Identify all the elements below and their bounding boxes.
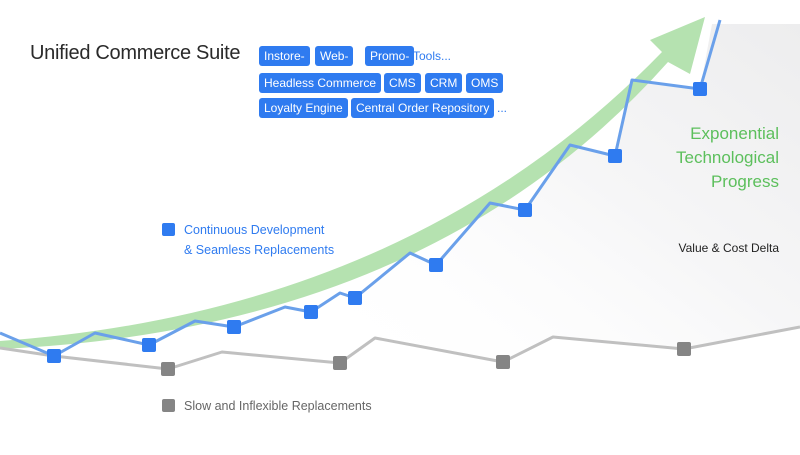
blue-marker	[227, 320, 241, 334]
tag-cms: CMS	[384, 73, 421, 93]
value-cost-delta-area	[340, 24, 800, 363]
slow-markers	[161, 342, 691, 376]
tag-crm: CRM	[425, 73, 463, 93]
grey-legend-swatch	[162, 399, 175, 412]
ellipsis-more-text: ...	[497, 101, 508, 115]
legend-continuous-line1: Continuous Development	[184, 223, 325, 237]
blue-marker	[348, 291, 362, 305]
tag-oms: OMS	[466, 73, 504, 93]
legend-continuous-line2: & Seamless Replacements	[184, 243, 335, 257]
tools-more-text: Tools...	[413, 49, 452, 63]
tag-headless-commerce: Headless Commerce	[259, 73, 382, 93]
legend-slow: Slow and Inflexible Replacements	[184, 399, 372, 413]
blue-marker	[47, 349, 61, 363]
blue-marker	[304, 305, 318, 319]
grey-marker	[496, 355, 510, 369]
tag-instore: Instore-	[259, 46, 310, 66]
blue-marker	[693, 82, 707, 96]
page-title: Unified Commerce Suite	[30, 42, 241, 64]
slow-replacements-line	[0, 325, 800, 371]
blue-marker	[608, 149, 622, 163]
grey-marker	[677, 342, 691, 356]
tag-loyalty-engine: Loyalty Engine	[259, 98, 348, 118]
blue-legend-swatch	[162, 223, 175, 236]
blue-marker	[142, 338, 156, 352]
progress-label-line1: Exponential	[690, 124, 779, 143]
tag-web: Web-	[315, 46, 354, 66]
value-cost-delta-label: Value & Cost Delta	[678, 241, 780, 255]
tag-promo: Promo-	[365, 46, 415, 66]
progress-label-line2: Technological	[675, 148, 779, 167]
exponential-progress-label: Exponential Technological Progress	[676, 122, 779, 194]
grey-marker	[333, 356, 347, 370]
blue-marker	[518, 203, 532, 217]
continuous-markers	[47, 82, 707, 363]
progress-label-line3: Progress	[710, 172, 779, 191]
tag-central-order-repository: Central Order Repository	[351, 98, 495, 118]
grey-marker	[161, 362, 175, 376]
blue-marker	[429, 258, 443, 272]
